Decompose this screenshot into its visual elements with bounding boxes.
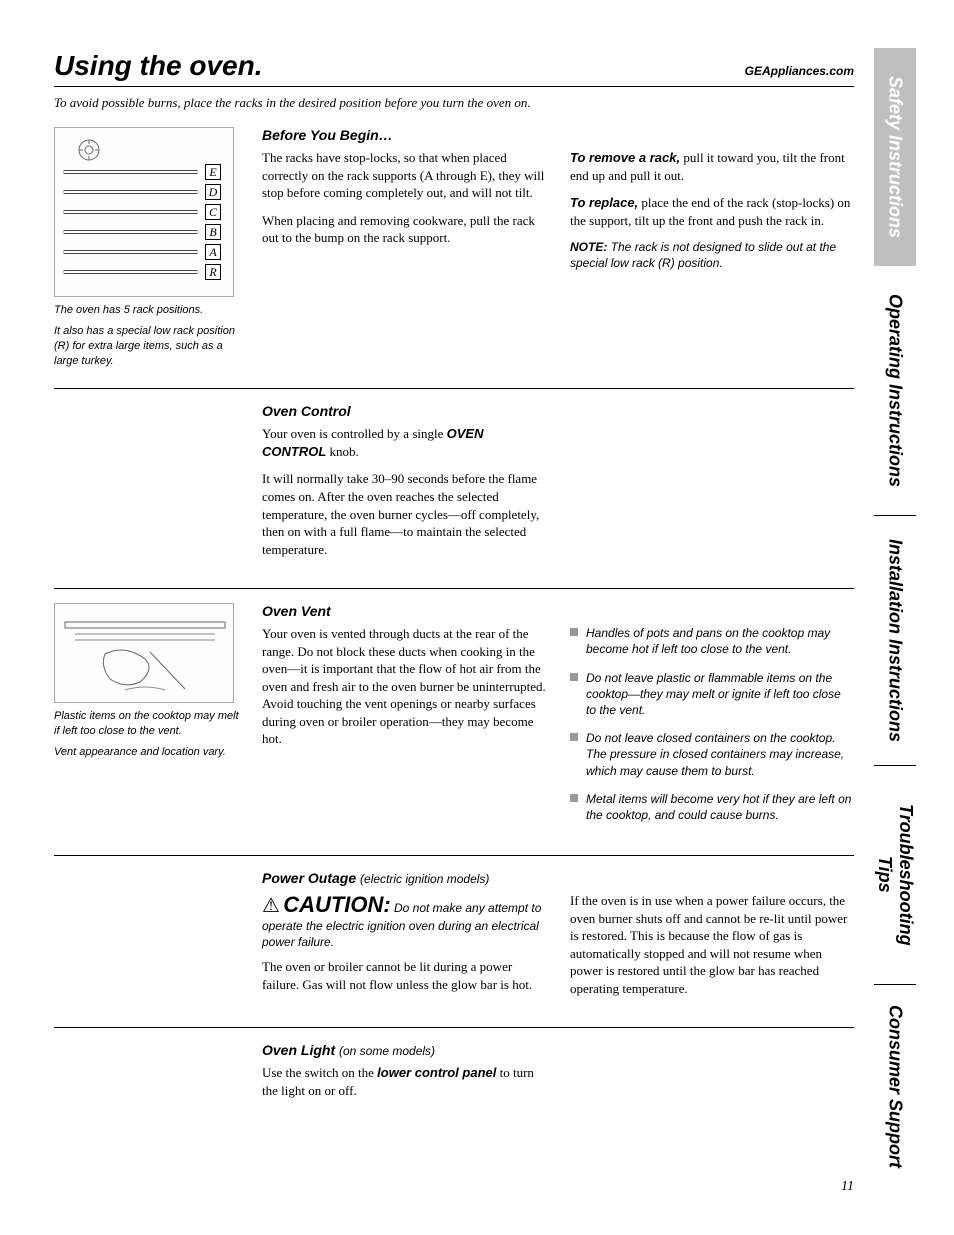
rack-label-e: E: [205, 164, 221, 180]
power-p1: The oven or broiler cannot be lit during…: [262, 958, 546, 993]
vent-bullet-1: Handles of pots and pans on the cooktop …: [570, 625, 854, 657]
tab-consumer[interactable]: Consumer Support: [874, 985, 916, 1188]
before-p1: The racks have stop-locks, so that when …: [262, 149, 546, 202]
light-p1: Use the switch on the lower control pane…: [262, 1064, 546, 1099]
intro-text: To avoid possible burns, place the racks…: [54, 95, 854, 111]
caution-word: CAUTION:: [283, 892, 391, 917]
rack-note: NOTE: The rack is not designed to slide …: [570, 239, 854, 271]
tab-safety[interactable]: Safety Instructions: [874, 48, 916, 266]
vent-bullet-2: Do not leave plastic or flammable items …: [570, 670, 854, 719]
rack-label-r: R: [205, 264, 221, 280]
control-p2: It will normally take 30–90 seconds befo…: [262, 470, 546, 558]
replace-rack-text: To replace, place the end of the rack (s…: [570, 194, 854, 229]
rack-label-b: B: [205, 224, 221, 240]
tab-installation[interactable]: Installation Instructions: [874, 516, 916, 766]
power-heading: Power Outage (electric ignition models): [262, 870, 546, 886]
vent-caption-2: Vent appearance and location vary.: [54, 745, 244, 760]
before-p2: When placing and removing cookware, pull…: [262, 212, 546, 247]
caution-block: ⚠ CAUTION: Do not make any attempt to op…: [262, 892, 546, 950]
rack-label-a: A: [205, 244, 221, 260]
site-url: GEAppliances.com: [745, 64, 854, 78]
tab-operating[interactable]: Operating Instructions: [874, 266, 916, 516]
vent-heading: Oven Vent: [262, 603, 546, 619]
note-body: The rack is not designed to slide out at…: [570, 240, 836, 270]
note-label: NOTE:: [570, 240, 607, 254]
page-title: Using the oven.: [54, 50, 262, 82]
vent-figure: [54, 603, 234, 703]
rack-positions-figure: E D C B A R: [54, 127, 234, 297]
page-number: 11: [841, 1179, 854, 1195]
rack-label-c: C: [205, 204, 221, 220]
control-heading: Oven Control: [262, 403, 546, 419]
remove-label: To remove a rack,: [570, 150, 680, 165]
light-heading: Oven Light (on some models): [262, 1042, 546, 1058]
side-tabs: Safety Instructions Operating Instructio…: [874, 48, 916, 1188]
control-p1: Your oven is controlled by a single OVEN…: [262, 425, 546, 460]
rack-label-d: D: [205, 184, 221, 200]
power-p2: If the oven is in use when a power failu…: [570, 892, 854, 997]
vent-caption-1: Plastic items on the cooktop may melt if…: [54, 709, 244, 739]
before-heading: Before You Begin…: [262, 127, 546, 143]
warning-icon: ⚠: [262, 895, 280, 917]
vent-bullets: Handles of pots and pans on the cooktop …: [570, 625, 854, 823]
remove-rack-text: To remove a rack, pull it toward you, ti…: [570, 149, 854, 184]
replace-label: To replace,: [570, 195, 638, 210]
vent-bullet-3: Do not leave closed containers on the co…: [570, 730, 854, 779]
rack-caption-2: It also has a special low rack position …: [54, 324, 244, 369]
tab-troubleshooting[interactable]: Troubleshooting Tips: [874, 766, 916, 985]
rack-caption-1: The oven has 5 rack positions.: [54, 303, 244, 318]
vent-p1: Your oven is vented through ducts at the…: [262, 625, 546, 748]
vent-bullet-4: Metal items will become very hot if they…: [570, 791, 854, 823]
